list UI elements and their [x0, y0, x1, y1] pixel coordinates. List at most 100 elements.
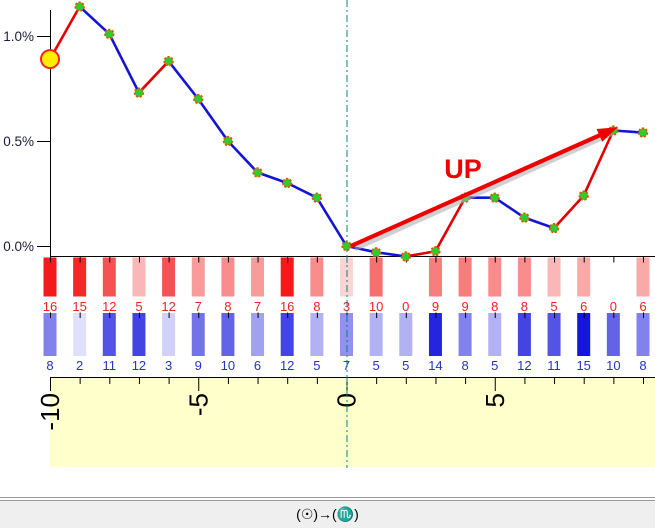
upper-count-row-value: 0	[610, 299, 617, 314]
lower-count-row-bar	[517, 313, 531, 356]
data-point[interactable]	[370, 247, 382, 258]
y-axis-label: 0.5%	[3, 134, 34, 149]
line-segment	[197, 98, 229, 142]
status-bar: (☉)→(♏)	[0, 501, 655, 528]
upper-count-row-value: 9	[461, 299, 468, 314]
astro-price-chart[interactable]: -10 -5 0 5 1.0% 0.5% 0.0% 16 15 12 5 12 7 8 7 16 8 3 10 0 9 9…	[0, 0, 655, 497]
upper-count-row-value: 5	[135, 299, 142, 314]
lower-count-row-value: 8	[461, 358, 468, 373]
upper-count-row-value: 6	[639, 299, 646, 314]
upper-count-row-bar	[310, 257, 324, 297]
selected-data-point[interactable]	[40, 49, 60, 70]
x-axis-label: -5	[183, 393, 213, 416]
line-segment	[138, 60, 170, 94]
lower-count-row-value: 9	[195, 358, 202, 373]
data-point[interactable]	[163, 56, 174, 67]
data-point[interactable]	[548, 222, 560, 234]
upper-count-row-value: 15	[72, 299, 86, 314]
data-point[interactable]	[133, 87, 145, 98]
lower-count-row-value: 8	[639, 358, 646, 373]
lower-count-row-value: 12	[132, 358, 146, 373]
data-point[interactable]	[252, 167, 263, 178]
data-point[interactable]	[74, 1, 85, 12]
data-point[interactable]	[637, 127, 649, 138]
x-axis-band	[50, 377, 655, 467]
lower-count-row-value: 3	[165, 358, 172, 373]
lower-count-row-value: 5	[402, 358, 409, 373]
up-annotation: UP	[444, 154, 482, 184]
data-point[interactable]	[430, 246, 441, 257]
upper-count-row-value: 10	[369, 299, 383, 314]
line-segment	[78, 5, 111, 35]
data-point[interactable]	[282, 177, 293, 189]
upper-count-row-bar	[428, 257, 442, 297]
data-point[interactable]	[222, 135, 234, 147]
upper-count-row-bar	[517, 257, 531, 297]
lower-count-row-value: 10	[606, 358, 620, 373]
line-segment	[48, 5, 81, 60]
upper-count-row-value: 6	[580, 299, 587, 314]
status-text: (☉)→(♏)	[296, 506, 359, 522]
lower-count-row-bar	[251, 313, 265, 356]
y-axis-label: 0.0%	[3, 239, 34, 254]
upper-count-row-bar	[458, 257, 472, 297]
data-point[interactable]	[489, 192, 500, 203]
data-point[interactable]	[400, 251, 412, 262]
line-segment	[257, 171, 288, 185]
upper-count-row-bar	[488, 257, 502, 297]
data-point[interactable]	[519, 212, 530, 223]
upper-count-row-bar	[73, 257, 87, 297]
lower-count-row-value: 5	[373, 358, 380, 373]
lower-count-row-bar	[191, 313, 205, 356]
lower-count-row-bar	[577, 313, 591, 356]
lower-count-row-bar	[73, 313, 87, 356]
line-segment	[523, 216, 555, 230]
data-point[interactable]	[341, 240, 352, 252]
lower-count-row-bar	[280, 313, 294, 356]
data-point[interactable]	[578, 190, 589, 201]
line-segment	[582, 129, 615, 197]
data-point[interactable]	[104, 28, 115, 40]
lower-count-row-value: 12	[517, 358, 531, 373]
upper-count-row-bar	[636, 257, 650, 297]
y-axis-label: 1.0%	[3, 29, 34, 44]
line-segment	[108, 33, 141, 94]
lower-count-row-value: 2	[76, 358, 83, 373]
upper-count-row-value: 8	[521, 299, 528, 314]
data-point[interactable]	[311, 192, 323, 203]
lower-count-row-bar	[162, 313, 176, 356]
lower-count-row-bar	[221, 313, 235, 356]
line-segment	[286, 181, 318, 199]
lower-count-row-bar	[606, 313, 620, 356]
x-axis-label: -10	[35, 393, 65, 431]
line-segment	[167, 60, 200, 100]
status-divider	[0, 497, 655, 501]
line-segment	[315, 197, 348, 247]
upper-count-row-bar	[577, 257, 591, 297]
arrow-shadow	[354, 131, 614, 252]
upper-count-row-value: 8	[491, 299, 498, 314]
upper-count-row-bar	[132, 257, 146, 297]
upper-count-row-value: 16	[280, 299, 294, 314]
lower-count-row-value: 14	[428, 358, 442, 373]
data-point[interactable]	[193, 93, 204, 105]
upper-count-row-bar	[251, 257, 265, 297]
x-axis-label: 5	[480, 393, 510, 407]
line-segment	[494, 196, 526, 219]
lower-count-row-bar	[547, 313, 561, 356]
upper-count-row-bar	[280, 257, 294, 297]
lower-count-row-bar	[102, 313, 116, 356]
lower-count-row-bar	[399, 313, 413, 356]
upper-count-row-value: 9	[432, 299, 439, 314]
upper-count-row-bar	[191, 257, 205, 297]
upper-count-row-value: 12	[161, 299, 175, 314]
lower-count-row-bar	[43, 313, 57, 356]
upper-count-row-value: 7	[195, 299, 202, 314]
lower-count-row-value: 10	[221, 358, 235, 373]
lower-count-row-bar	[428, 313, 442, 356]
upper-count-row-bar	[369, 257, 383, 297]
upper-count-row-bar	[102, 257, 116, 297]
lower-count-row-value: 5	[313, 358, 320, 373]
upper-count-row-value: 5	[550, 299, 557, 314]
